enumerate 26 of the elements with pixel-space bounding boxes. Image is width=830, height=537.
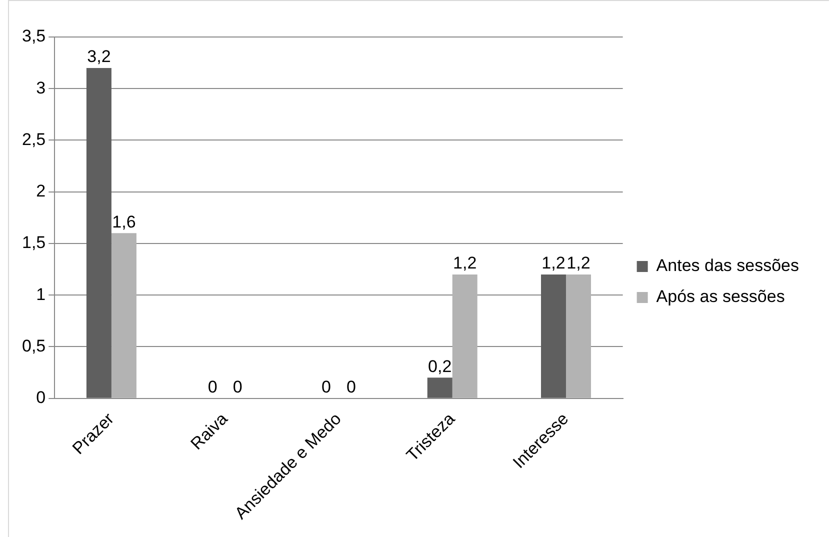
- data-label: 0: [232, 378, 242, 397]
- y-tick-label: 2: [36, 182, 46, 201]
- y-tick-label: 0,5: [22, 336, 46, 356]
- y-tick-label: 3: [36, 78, 46, 98]
- data-label: 1,2: [453, 254, 477, 273]
- bar: [427, 378, 452, 398]
- data-label: 0: [321, 378, 331, 397]
- data-label: 1,2: [566, 254, 590, 273]
- y-tick-label: 1: [36, 284, 46, 304]
- bar: [540, 274, 566, 398]
- y-tick-label: 3,5: [22, 26, 46, 46]
- bar: [111, 233, 136, 398]
- bar: [86, 68, 112, 398]
- data-label: 0: [346, 378, 356, 397]
- bar: [452, 274, 478, 398]
- data-label: 0,2: [428, 356, 452, 376]
- y-tick-label: 1,5: [22, 233, 46, 252]
- data-label: 0: [208, 378, 218, 397]
- legend-label: Antes das sessões: [656, 256, 800, 276]
- data-label: 1,6: [112, 212, 136, 232]
- y-tick-label: 0: [36, 388, 46, 408]
- bar: [566, 274, 591, 398]
- y-tick-label: 2,5: [22, 130, 46, 149]
- data-label: 3,2: [87, 47, 111, 66]
- legend-label: Após as sessões: [656, 287, 785, 306]
- data-label: 1,2: [542, 254, 566, 273]
